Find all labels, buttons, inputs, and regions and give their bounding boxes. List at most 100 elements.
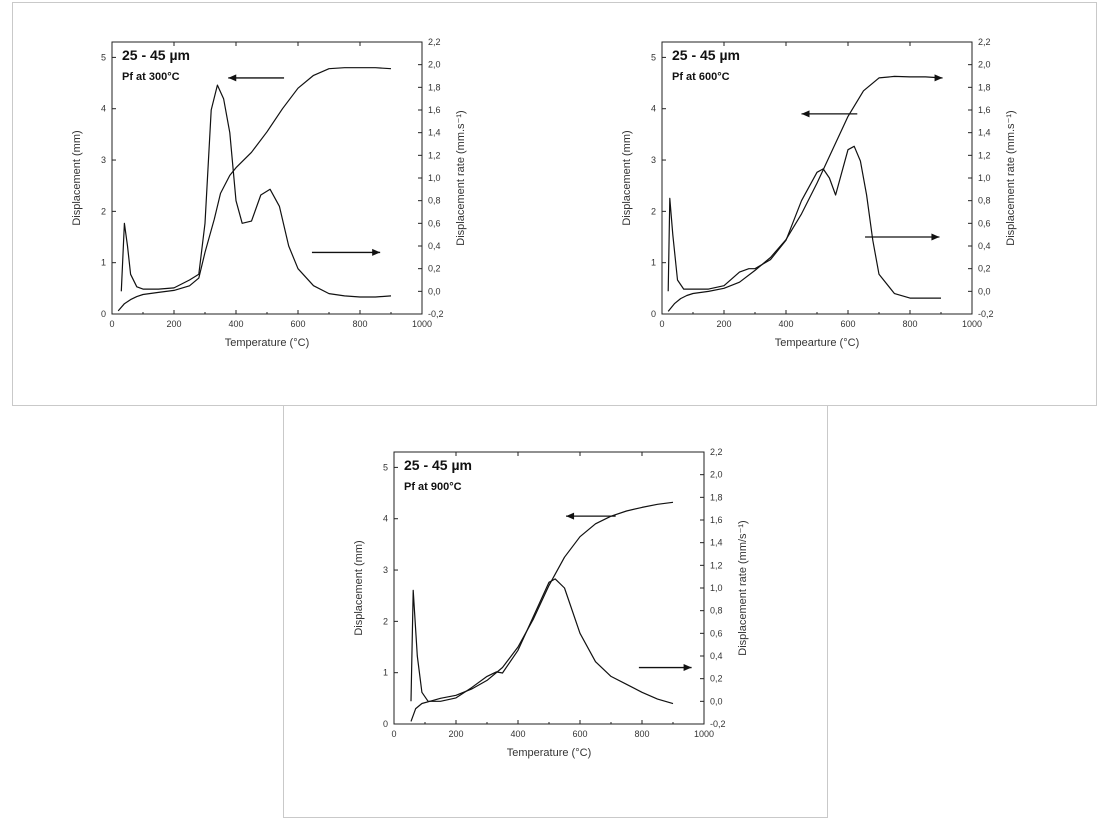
y-axis-title: Displacement (mm) [353,540,365,635]
y-tick-label: 0 [101,309,106,319]
y2-tick-label: 1,6 [710,515,723,525]
x-tick-label: 200 [448,729,463,739]
y-tick-label: 5 [101,52,106,62]
y2-axis-title: Displacement rate (mm.s⁻¹) [455,110,467,245]
y2-tick-label: 0,6 [428,218,441,228]
y2-tick-label: 1,0 [710,583,723,593]
y2-tick-label: 0,2 [428,264,441,274]
y-tick-label: 5 [383,462,388,472]
y2-tick-label: 1,4 [428,128,441,138]
y2-tick-label: 2,2 [428,37,441,47]
y2-tick-label: 1,8 [710,492,723,502]
y2-axis-title: Displacement rate (mm/s⁻¹) [737,520,749,655]
y-tick-label: 4 [651,104,656,114]
x-tick-label: 0 [391,729,396,739]
y2-tick-label: 2,0 [710,470,723,480]
x-tick-label: 400 [778,319,793,329]
arrow-head-right [683,664,692,672]
y2-tick-label: 0,6 [710,628,723,638]
y2-tick-label: -0,2 [428,309,444,319]
y-tick-label: 1 [101,258,106,268]
x-tick-label: 800 [902,319,917,329]
x-axis-title: Temperature (°C) [507,747,591,759]
y-tick-label: 3 [101,155,106,165]
y2-tick-label: 0,0 [428,286,441,296]
y2-tick-label: 0,8 [428,196,441,206]
y-tick-label: 4 [383,514,388,524]
y-tick-label: 2 [383,616,388,626]
arrow-head-right [931,233,940,241]
x-tick-label: 200 [166,319,181,329]
x-tick-label: 800 [352,319,367,329]
annotation-pf-temperature: Pf at 300°C [122,71,180,83]
x-tick-label: 200 [716,319,731,329]
y2-tick-label: 0,0 [710,696,723,706]
figure-top-frame [12,2,1097,406]
y2-tick-label: 2,2 [978,37,991,47]
arrow-head-left [801,110,810,118]
y2-tick-label: 2,0 [978,60,991,70]
y-tick-label: 5 [651,52,656,62]
y2-tick-label: 0,0 [978,286,991,296]
x-tick-label: 600 [290,319,305,329]
y-tick-label: 2 [101,206,106,216]
x-tick-label: 600 [572,729,587,739]
series-displacement-rate-line [120,84,392,298]
y-tick-label: 2 [651,206,656,216]
annotation-pf-temperature: Pf at 900°C [404,481,462,493]
y-tick-label: 1 [383,668,388,678]
x-tick-label: 1000 [694,729,714,739]
y2-tick-label: 1,6 [978,105,991,115]
x-axis-title: Tempearture (°C) [775,337,859,349]
y2-tick-label: 1,8 [978,82,991,92]
arrow-head-right [934,74,943,82]
series-displacement-rate-line [667,145,941,299]
y2-tick-label: 0,4 [710,651,723,661]
y2-tick-label: 0,2 [978,264,991,274]
figure-bottom-frame [283,406,828,818]
y2-axis-title: Displacement rate (mm.s⁻¹) [1005,110,1017,245]
x-tick-label: 400 [228,319,243,329]
annotation-particle-size: 25 - 45 µm [672,47,740,63]
y2-tick-label: 1,2 [710,560,723,570]
y2-tick-label: 1,2 [978,150,991,160]
chart-pf-900c: 0 200 400 600 800 1000 0 1 2 3 4 5 -0,2 0,0 0,2 0,4 0,6 0… [353,447,749,759]
y2-tick-label: 1,0 [428,173,441,183]
chart-pf-600c: 0 200 400 600 800 1000 0 1 2 3 4 5 -0,2 0,0 0,2 0,4 0,6 0… [621,37,1017,349]
y2-tick-label: 1,0 [978,173,991,183]
x-tick-label: 600 [840,319,855,329]
y2-tick-label: 1,8 [428,82,441,92]
y2-tick-label: 1,2 [428,150,441,160]
y-tick-label: 3 [383,565,388,575]
series-displacement-rate-line [410,578,674,705]
series-displacement-line [117,67,392,312]
x-axis-title: Temperature (°C) [225,337,309,349]
annotation-particle-size: 25 - 45 µm [404,457,472,473]
arrow-head-right [372,248,381,256]
x-tick-label: 400 [510,729,525,739]
x-tick-label: 0 [659,319,664,329]
y-tick-label: 1 [651,258,656,268]
x-tick-label: 800 [634,729,649,739]
x-tick-label: 1000 [962,319,982,329]
chart-pf-300c: 0 200 400 600 800 1000 0 1 2 3 4 5 -0,2 0,0 0,2 0,4 0,6 0… [71,37,467,349]
y2-tick-label: 0,8 [710,606,723,616]
y-tick-label: 0 [383,719,388,729]
y2-tick-label: 0,6 [978,218,991,228]
y2-tick-label: 0,2 [710,674,723,684]
y-axis-title: Displacement (mm) [71,130,83,225]
y2-tick-label: 1,4 [978,128,991,138]
x-tick-label: 1000 [412,319,432,329]
y2-tick-label: -0,2 [978,309,994,319]
y-axis-title: Displacement (mm) [621,130,633,225]
y-tick-label: 3 [651,155,656,165]
x-tick-label: 0 [109,319,114,329]
annotation-particle-size: 25 - 45 µm [122,47,190,63]
y-tick-label: 4 [101,104,106,114]
annotation-pf-temperature: Pf at 600°C [672,71,730,83]
y2-tick-label: 0,4 [978,241,991,251]
arrow-head-left [566,512,575,520]
y2-tick-label: 1,4 [710,538,723,548]
arrow-head-left [228,74,237,82]
y2-tick-label: 0,8 [978,196,991,206]
